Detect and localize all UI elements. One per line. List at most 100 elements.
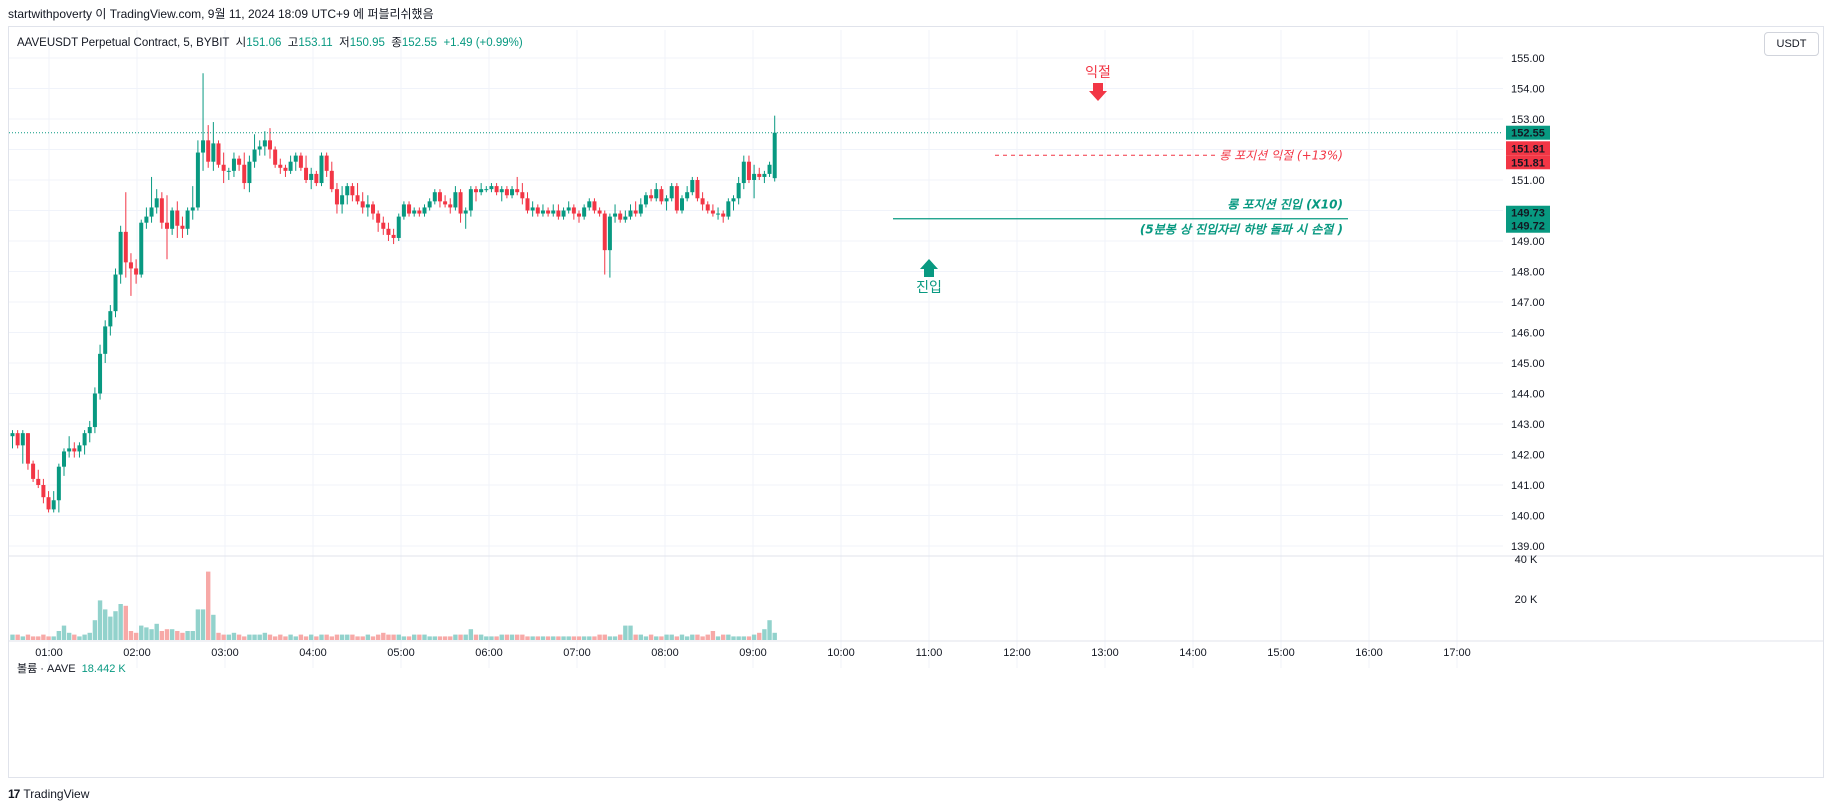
price-tick: 146.00 xyxy=(1511,328,1545,340)
price-tick: 141.00 xyxy=(1511,480,1545,492)
volume-bar xyxy=(571,636,577,640)
candle-body xyxy=(638,204,643,214)
volume-bar xyxy=(51,636,56,640)
volume-bar xyxy=(484,636,489,640)
candle-body xyxy=(355,195,360,202)
volume-bar xyxy=(334,634,340,640)
candle-body xyxy=(721,213,726,217)
candle-body xyxy=(190,207,195,211)
volume-bar xyxy=(499,634,504,640)
candle-body xyxy=(613,213,618,217)
price-label-box xyxy=(1506,125,1550,140)
volume-bar xyxy=(309,634,314,640)
volume-bar xyxy=(221,634,226,640)
candle-body xyxy=(170,210,175,229)
candle-body xyxy=(180,225,185,229)
low-value: 150.95 xyxy=(349,37,385,49)
candle-body xyxy=(731,198,736,202)
volume-bar xyxy=(581,636,587,640)
volume-bar xyxy=(190,631,195,640)
candle-body xyxy=(221,164,226,171)
candle-body xyxy=(31,463,36,479)
take-profit-text: 롱 포지션 익절 (+13%) xyxy=(1219,148,1343,162)
candle-body xyxy=(705,204,710,211)
volume-bar xyxy=(664,634,669,640)
candle-body xyxy=(736,183,741,199)
volume-bar xyxy=(458,634,463,640)
volume-bar xyxy=(535,636,540,640)
time-tick: 03:00 xyxy=(211,647,239,659)
volume-bar xyxy=(293,636,298,640)
candle-body xyxy=(391,234,396,238)
volume-bar xyxy=(236,634,242,640)
price-tick: 144.00 xyxy=(1511,389,1545,401)
candle-body xyxy=(649,195,654,199)
volume-bar xyxy=(375,634,381,640)
volume-bar xyxy=(504,634,510,640)
candle-body xyxy=(381,222,386,229)
volume-bar xyxy=(329,636,334,640)
currency-button[interactable]: USDT xyxy=(1764,32,1819,56)
candle-body xyxy=(700,198,705,205)
candle-body xyxy=(298,155,303,168)
volume-bar xyxy=(169,629,175,640)
candle-body xyxy=(664,198,669,202)
candle-body xyxy=(144,216,149,223)
volume-bar xyxy=(607,636,613,640)
candle-body xyxy=(365,204,370,208)
candle-body xyxy=(324,155,329,171)
candle-body xyxy=(396,216,401,238)
volume-bar xyxy=(473,634,479,640)
volume-bar xyxy=(200,609,206,640)
candle-body xyxy=(468,189,473,211)
candle-body xyxy=(602,213,607,251)
volume-bar xyxy=(654,636,659,640)
volume-bar xyxy=(97,600,103,640)
candle-body xyxy=(494,186,499,193)
volume-bar xyxy=(288,634,293,640)
candle-body xyxy=(515,189,520,193)
volume-bar xyxy=(123,605,128,640)
candle-body xyxy=(67,448,72,452)
candle-body xyxy=(123,231,128,263)
volume-bar xyxy=(159,631,165,640)
candle-body xyxy=(41,485,46,498)
volume-bar xyxy=(139,625,144,640)
candle-body xyxy=(360,201,365,208)
volume-bar xyxy=(468,629,474,640)
volume-bar xyxy=(87,632,92,640)
time-tick: 01:00 xyxy=(35,647,63,659)
volume-bar xyxy=(427,636,432,640)
candle-body xyxy=(108,311,113,327)
candle-body xyxy=(82,433,87,446)
candle-body xyxy=(484,189,489,191)
candle-body xyxy=(56,466,61,501)
candle-body xyxy=(62,451,66,467)
candle-body xyxy=(262,140,267,147)
volume-bar xyxy=(715,636,721,640)
candle-body xyxy=(257,146,262,150)
volume-bar xyxy=(103,609,108,640)
candle-body xyxy=(417,210,422,214)
time-tick: 02:00 xyxy=(123,647,151,659)
candle-body xyxy=(216,143,221,165)
volume-bar xyxy=(262,632,268,640)
candle-body xyxy=(201,140,206,153)
volume-bar xyxy=(360,636,365,640)
volume-bar xyxy=(72,634,77,640)
volume-bar xyxy=(319,634,324,640)
candle-body xyxy=(319,155,324,184)
volume-bar xyxy=(561,636,566,640)
price-tick: 140.00 xyxy=(1511,511,1545,523)
candle-body xyxy=(422,207,427,214)
candle-body xyxy=(752,173,757,180)
candle-body xyxy=(716,213,721,215)
candle-body xyxy=(149,207,154,217)
time-tick: 14:00 xyxy=(1179,647,1207,659)
candle-body xyxy=(165,222,169,229)
candle-body xyxy=(535,207,540,214)
volume-bar xyxy=(726,634,731,640)
candle-body xyxy=(710,210,715,214)
volume-bar xyxy=(195,609,201,640)
